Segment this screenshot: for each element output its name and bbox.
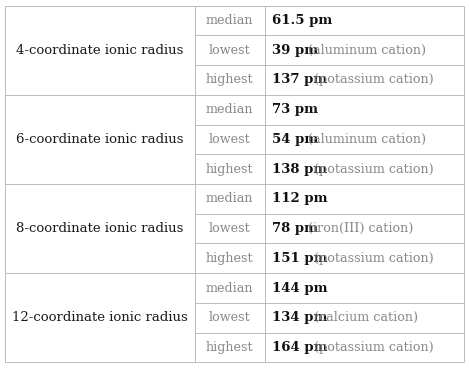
Text: lowest: lowest [209,311,251,324]
Text: 8-coordinate ionic radius: 8-coordinate ionic radius [16,222,183,235]
Text: 61.5 pm: 61.5 pm [272,14,332,27]
Text: (aluminum cation): (aluminum cation) [308,133,426,146]
Text: (potassium cation): (potassium cation) [314,341,434,354]
Text: median: median [206,14,254,27]
Text: 39 pm: 39 pm [272,44,318,57]
Text: 151 pm: 151 pm [272,252,327,265]
Text: 54 pm: 54 pm [272,133,318,146]
Text: highest: highest [206,252,254,265]
Text: 12-coordinate ionic radius: 12-coordinate ionic radius [12,311,188,324]
Text: 6-coordinate ionic radius: 6-coordinate ionic radius [16,133,183,146]
Text: 138 pm: 138 pm [272,163,327,176]
Text: median: median [206,282,254,295]
Text: highest: highest [206,73,254,86]
Text: (potassium cation): (potassium cation) [314,73,434,86]
Text: 134 pm: 134 pm [272,311,327,324]
Text: highest: highest [206,341,254,354]
Text: lowest: lowest [209,44,251,57]
Text: lowest: lowest [209,133,251,146]
Text: 112 pm: 112 pm [272,192,327,205]
Text: 78 pm: 78 pm [272,222,318,235]
Text: (iron(III) cation): (iron(III) cation) [308,222,414,235]
Text: 164 pm: 164 pm [272,341,327,354]
Text: (calcium cation): (calcium cation) [314,311,418,324]
Text: median: median [206,103,254,116]
Text: median: median [206,192,254,205]
Text: highest: highest [206,163,254,176]
Text: lowest: lowest [209,222,251,235]
Text: 73 pm: 73 pm [272,103,318,116]
Text: (potassium cation): (potassium cation) [314,252,434,265]
Text: (potassium cation): (potassium cation) [314,163,434,176]
Text: 144 pm: 144 pm [272,282,327,295]
Text: (aluminum cation): (aluminum cation) [308,44,426,57]
Text: 4-coordinate ionic radius: 4-coordinate ionic radius [16,44,183,57]
Text: 137 pm: 137 pm [272,73,327,86]
